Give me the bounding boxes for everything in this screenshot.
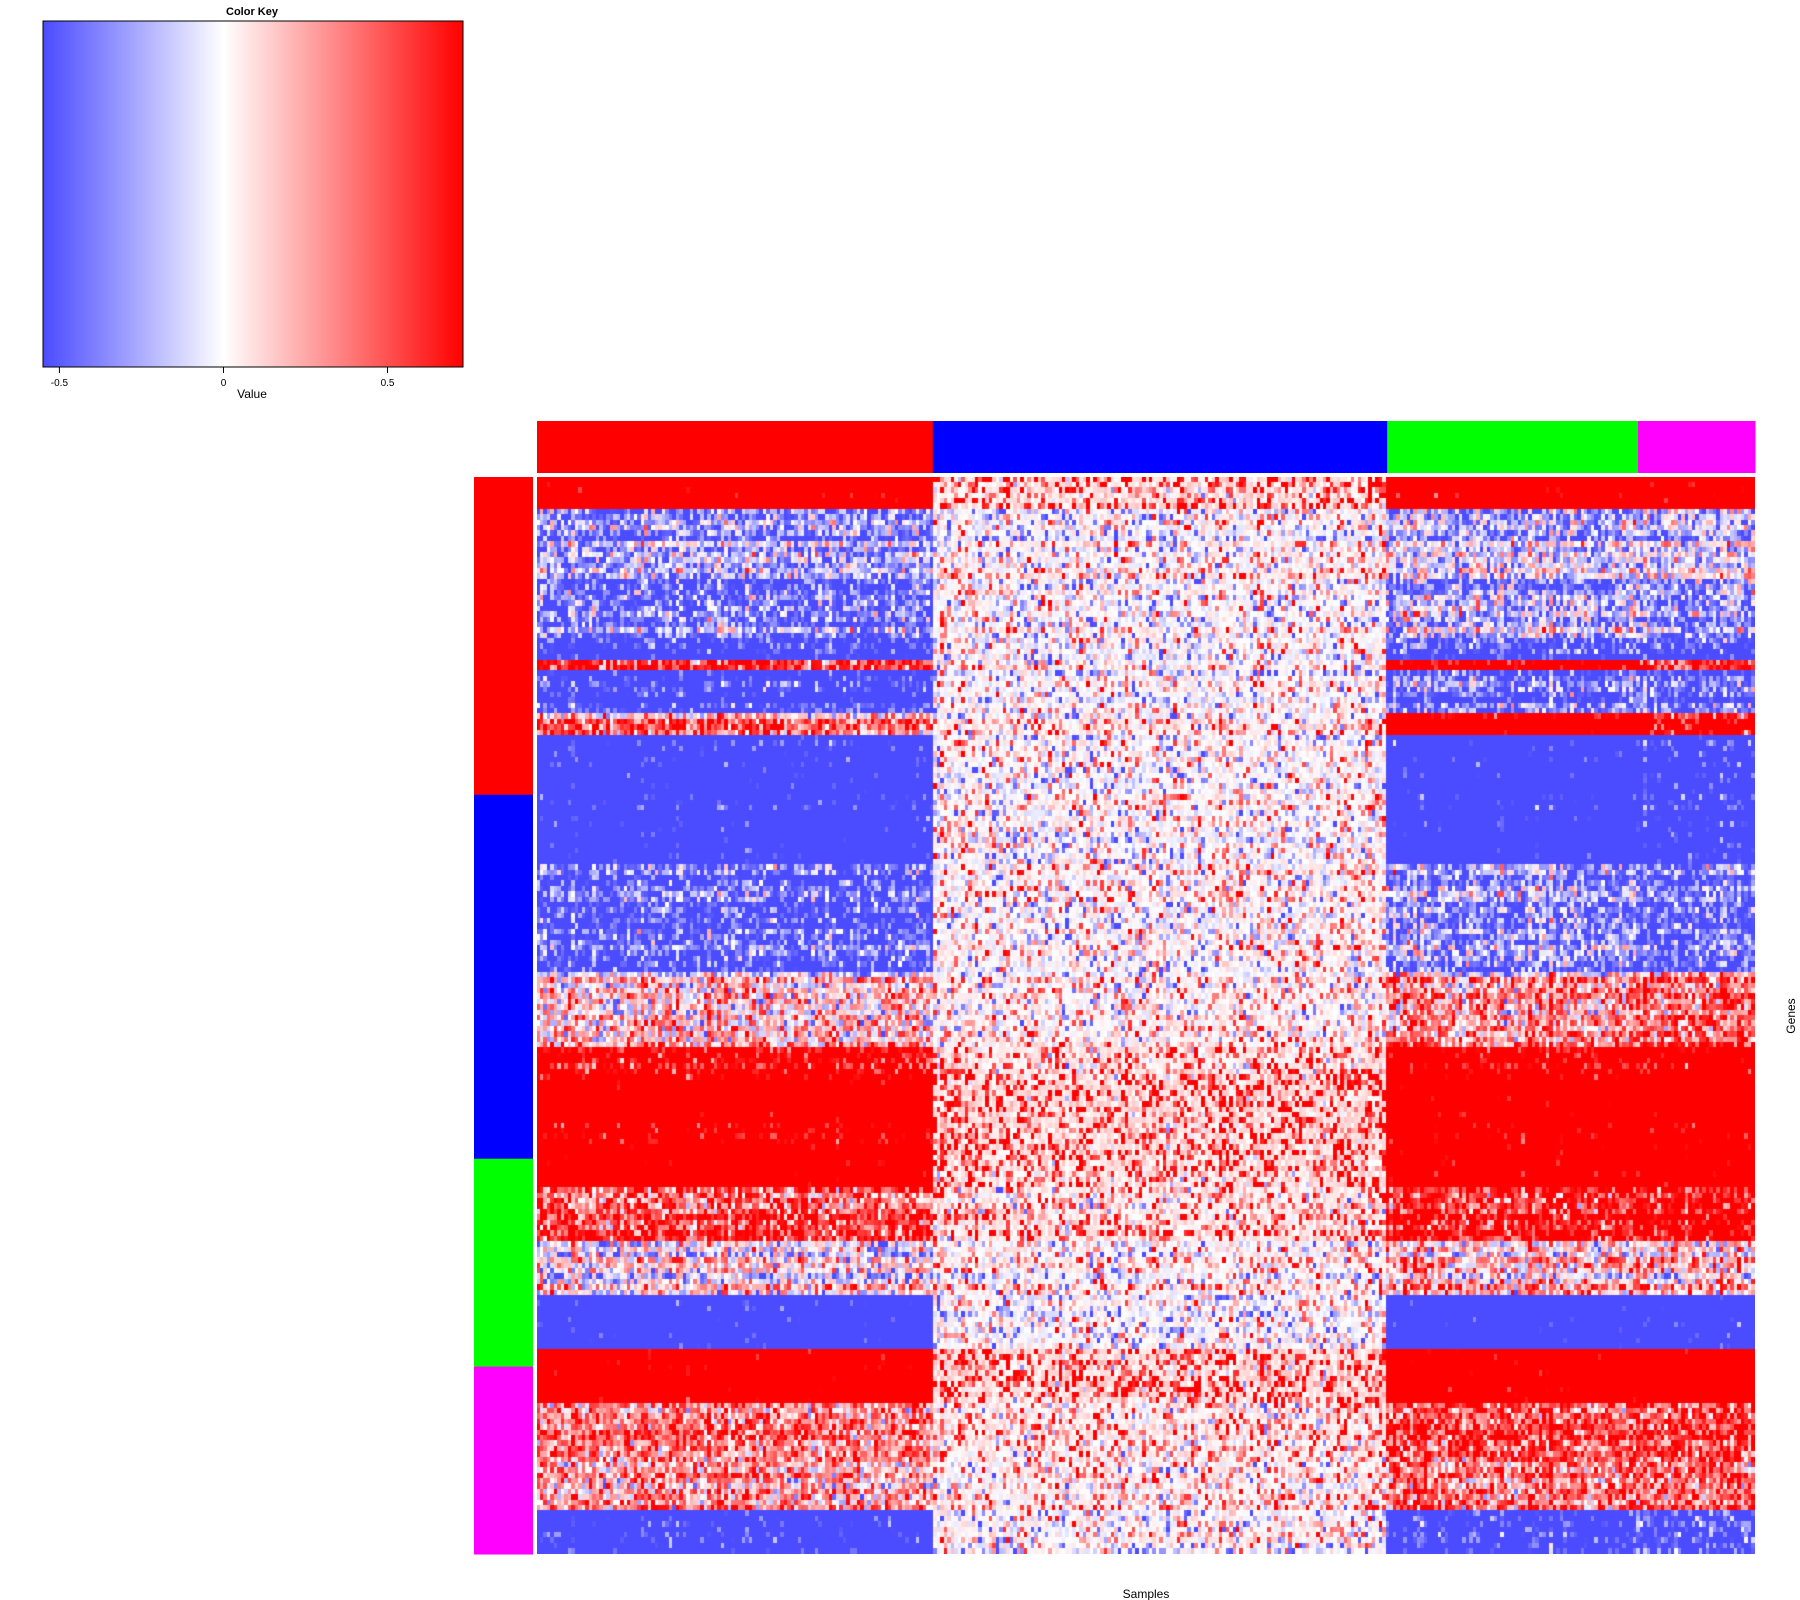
sample-group-1 <box>537 421 934 473</box>
x-axis-label: Samples <box>1123 1587 1170 1600</box>
y-axis-label: Genes <box>1784 998 1798 1033</box>
gene-group-3 <box>474 1158 533 1368</box>
color-key-tick-label: -0.5 <box>51 378 69 389</box>
color-key-axis: -0.5 0 0.5 <box>51 367 395 389</box>
sample-group-4 <box>1638 421 1756 473</box>
sample-group-bar <box>537 421 1756 473</box>
gene-group-1 <box>474 477 533 796</box>
gene-group-2 <box>474 794 533 1160</box>
gene-group-4 <box>474 1366 533 1555</box>
gene-group-bar <box>474 477 533 1555</box>
color-key: Color Key -0.5 0 0.5 Value <box>42 6 464 401</box>
sample-group-3 <box>1387 421 1639 473</box>
color-key-tick-label: 0.5 <box>381 378 395 389</box>
heatmap-matrix <box>537 477 1755 1554</box>
sample-group-2 <box>932 421 1388 473</box>
color-key-tick-label: 0 <box>221 378 227 389</box>
color-key-gradient <box>42 20 464 368</box>
color-key-value-label: Value <box>237 387 267 401</box>
color-key-title: Color Key <box>226 6 279 18</box>
